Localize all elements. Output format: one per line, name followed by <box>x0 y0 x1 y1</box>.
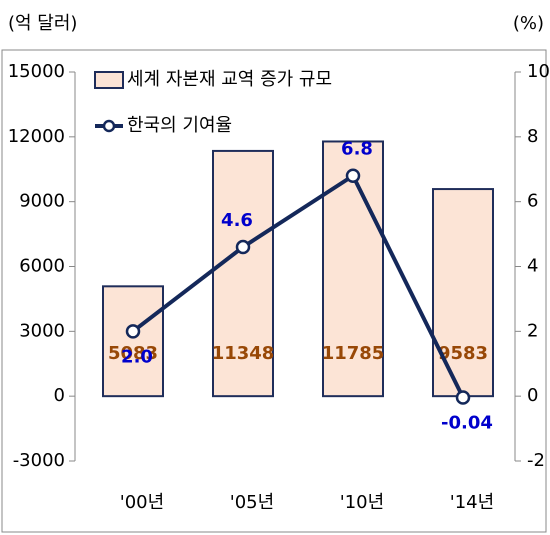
x-tick-label: '00년 <box>120 492 164 513</box>
y-tick-label: -3000 <box>13 450 65 471</box>
line-value-label: 4.6 <box>221 210 253 231</box>
line-marker <box>455 390 471 405</box>
bar-value-label: 5083 <box>108 343 158 364</box>
chart-frame <box>1 49 547 533</box>
y2-tick-label: -2 <box>527 450 545 471</box>
line-value-label: 6.8 <box>341 139 373 160</box>
legend-label: 한국의 기여율 <box>127 115 232 136</box>
bar <box>212 149 274 398</box>
x-tick-label: '05년 <box>230 492 274 513</box>
y2-tick-label: 0 <box>527 385 538 406</box>
legend-swatch <box>102 119 116 133</box>
y-axis-label: (억 달러) <box>8 13 77 34</box>
x-tick-label: '10년 <box>340 492 384 513</box>
x-tick-label: '14년 <box>450 492 494 513</box>
legend-swatch <box>94 71 124 89</box>
line-marker <box>345 168 361 183</box>
y2-tick-label: 6 <box>527 191 538 212</box>
y-tick-label: 12000 <box>8 126 65 147</box>
y-tick-label: 9000 <box>19 191 65 212</box>
line-value-label: -0.04 <box>441 412 493 433</box>
bar-value-label: 11785 <box>322 343 385 364</box>
y2-tick-label: 8 <box>527 126 538 147</box>
y2-tick-label: 2 <box>527 320 538 341</box>
y2-tick-label: 4 <box>527 256 538 277</box>
line-marker <box>125 324 141 339</box>
y-tick-label: 6000 <box>19 256 65 277</box>
y2-tick-label: 10 <box>527 61 550 82</box>
y-tick-label: 15000 <box>8 61 65 82</box>
bar <box>322 140 384 398</box>
legend-label: 세계 자본재 교역 증가 규모 <box>127 69 332 90</box>
bar-value-label: 9583 <box>438 343 488 364</box>
y-tick-label: 3000 <box>19 320 65 341</box>
y2-axis-label: (%) <box>513 13 544 34</box>
line-value-label: 2.0 <box>121 346 153 367</box>
bar-value-label: 11348 <box>212 343 275 364</box>
line-marker <box>235 239 251 255</box>
bar <box>102 285 164 398</box>
y-tick-label: 0 <box>54 385 65 406</box>
line <box>131 172 465 399</box>
bar <box>432 188 494 398</box>
